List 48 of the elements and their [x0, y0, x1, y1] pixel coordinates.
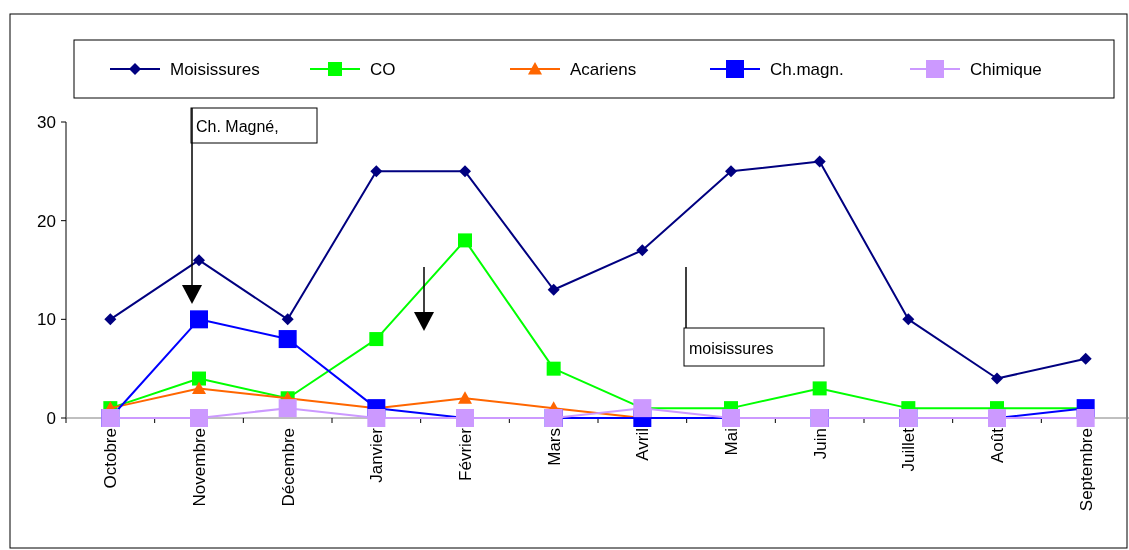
- point: [192, 371, 206, 386]
- x-tick-label: Juin: [810, 428, 830, 460]
- x-tick-label: Août: [987, 427, 1007, 463]
- point: [546, 361, 561, 376]
- point: [104, 313, 117, 326]
- x-tick-label: Décembre: [278, 428, 298, 507]
- x-tick-label: Novembre: [189, 428, 209, 507]
- point: [281, 313, 294, 326]
- point: [458, 391, 472, 404]
- point: [278, 399, 297, 418]
- point: [725, 165, 737, 178]
- point: [190, 409, 208, 427]
- legend-label: Chimique: [970, 59, 1042, 79]
- point: [192, 381, 206, 394]
- point: [1079, 352, 1092, 365]
- point: [367, 409, 386, 427]
- legend-label: Moisissures: [170, 59, 260, 79]
- y-tick-label: 20: [37, 211, 56, 231]
- y-tick-label: 0: [46, 408, 56, 428]
- point: [370, 165, 383, 178]
- point: [278, 330, 297, 349]
- x-tick-label: Juillet: [899, 427, 919, 472]
- x-tick-label: Octobre: [101, 428, 121, 489]
- point: [459, 165, 471, 178]
- point: [902, 313, 915, 326]
- point: [813, 155, 826, 168]
- x-tick-label: Avril: [633, 428, 653, 461]
- point: [547, 283, 560, 296]
- x-tick-label: Mai: [721, 428, 741, 456]
- point: [991, 372, 1003, 385]
- y-tick-label: 10: [37, 310, 56, 330]
- point: [369, 332, 384, 347]
- annotation: Ch. Magné,: [196, 117, 279, 135]
- point: [458, 233, 472, 248]
- point: [190, 310, 208, 329]
- point: [193, 254, 205, 267]
- point: [1076, 409, 1095, 427]
- annotation: moisissures: [689, 339, 774, 357]
- legend-label: Ch.magn.: [770, 59, 844, 79]
- y-tick-label: 30: [37, 112, 56, 132]
- point: [812, 381, 827, 396]
- point: [636, 244, 649, 257]
- legend-label: Acariens: [570, 59, 637, 79]
- x-tick-label: Janvier: [367, 427, 387, 483]
- legend-label: CO: [370, 59, 396, 79]
- x-tick-label: Mars: [544, 428, 564, 466]
- x-tick-label: Septembre: [1076, 428, 1096, 512]
- x-tick-label: Février: [455, 427, 475, 481]
